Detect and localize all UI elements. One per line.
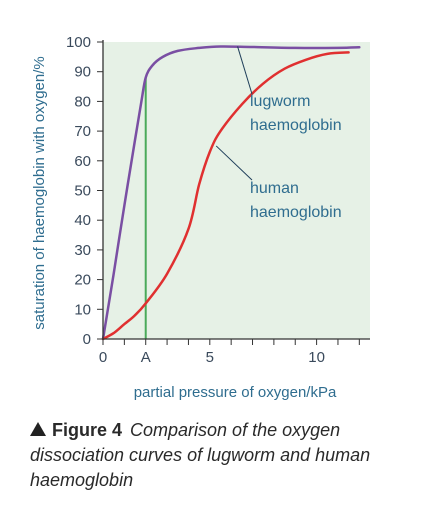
x-tick-label: 0	[99, 349, 107, 366]
y-tick-label: 70	[74, 123, 91, 140]
series-line-lugworm	[101, 45, 361, 341]
figure-caption-text: Comparison of the oxygen dissociation cu…	[30, 420, 371, 490]
annotation-leader	[215, 145, 253, 181]
annotation-leader	[237, 46, 253, 95]
y-tick-label: 10	[74, 301, 91, 318]
y-tick-label: 20	[74, 272, 91, 289]
annotation-label: human	[250, 180, 299, 197]
annotation-label: lugworm	[250, 93, 310, 110]
series-line-human	[101, 51, 350, 341]
x-tick-label: 10	[308, 349, 325, 366]
y-tick-label: 90	[74, 64, 91, 81]
figure-label: Figure 4	[52, 420, 123, 440]
y-tick-label: 60	[74, 153, 91, 170]
triangle-icon	[30, 422, 46, 436]
y-tick-label: 30	[74, 242, 91, 259]
x-tick-label: 5	[206, 349, 214, 366]
annotation-label: haemoglobin	[250, 117, 342, 134]
oxygen-dissociation-chart: 0 10 20 30 40 50 60 70 80 90 100 0 A 5 10 lugworm haemo…	[31, 34, 370, 401]
y-axis-title: saturation of haemoglobin with oxygen/%	[31, 56, 48, 330]
y-tick-label: 100	[66, 34, 91, 51]
figure-caption: Figure 4 Comparison of the oxygen dissoci…	[30, 418, 420, 493]
y-tick-label: 0	[83, 331, 91, 348]
x-axis-title: partial pressure of oxygen/kPa	[134, 384, 337, 401]
plot-background	[103, 42, 370, 339]
y-tick-label: 40	[74, 212, 91, 229]
x-tick-label: A	[141, 349, 151, 366]
y-tick-label: 50	[74, 183, 91, 200]
annotation-label: haemoglobin	[250, 204, 342, 221]
y-tick-label: 80	[74, 93, 91, 110]
